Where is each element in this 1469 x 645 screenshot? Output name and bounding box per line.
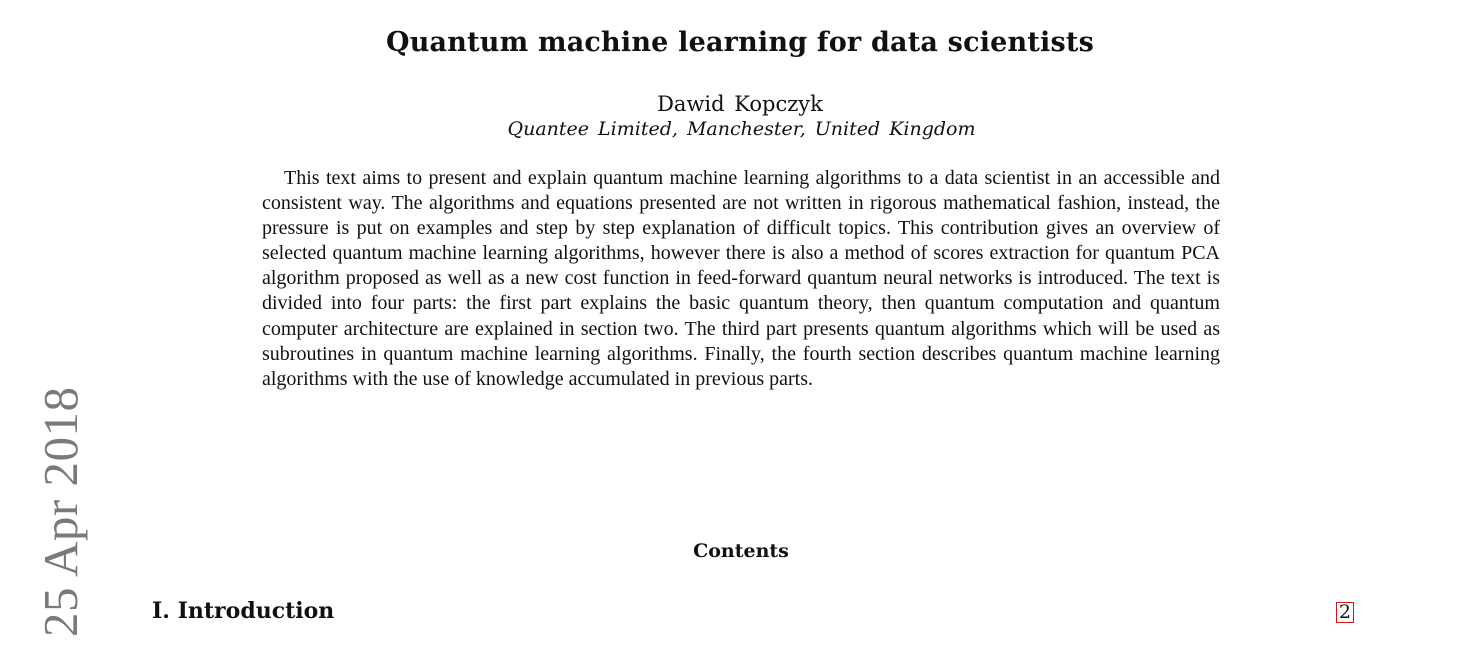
- toc-entry-label: I. Introduction: [152, 598, 335, 624]
- author-name: Dawid Kopczyk: [657, 92, 823, 116]
- toc-entry-introduction: I. Introduction 2: [152, 598, 1354, 628]
- author-affiliation: Quantee Limited, Manchester, United King…: [507, 118, 976, 140]
- arxiv-date-stamp: 25 Apr 2018: [33, 386, 88, 638]
- abstract: This text aims to present and explain qu…: [262, 167, 1220, 390]
- paper-title: Quantum machine learning for data scient…: [386, 27, 1094, 58]
- toc-page-link[interactable]: 2: [1335, 602, 1354, 623]
- contents-heading: Contents: [693, 540, 789, 562]
